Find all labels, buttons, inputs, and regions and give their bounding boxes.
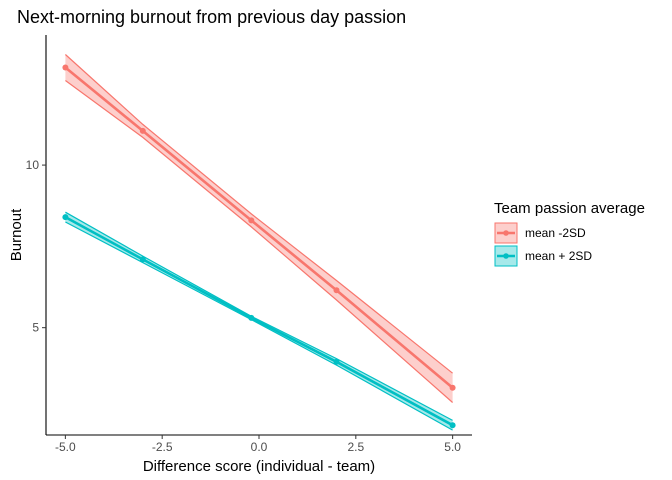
y-axis-ticks: 5 10 (26, 158, 46, 335)
chart-title: Next-morning burnout from previous day p… (17, 7, 406, 27)
point-mean-2sd (333, 358, 340, 365)
point-mean-2sd (139, 127, 146, 134)
point-mean-2sd (449, 422, 456, 429)
ci-lower-mean-2sd (65, 221, 453, 431)
point-mean-2sd (333, 287, 340, 294)
confidence-bands (64, 54, 453, 431)
point-mean-2sd (248, 217, 255, 224)
point-mean-2sd (139, 256, 146, 263)
point-mean-2sd (62, 214, 69, 221)
legend-label-mean-2sd: mean + 2SD (525, 249, 592, 263)
legend: Team passion average mean -2SD mean + 2SD (494, 200, 645, 267)
y-axis-title: Burnout (8, 208, 25, 261)
band-mean-2sd (65, 54, 453, 403)
x-tick-label: 0.0 (251, 440, 268, 454)
point-mean-2sd (248, 314, 255, 321)
legend-key-point (503, 253, 509, 259)
x-tick-label: -5.0 (55, 440, 76, 454)
point-mean-2sd (62, 64, 69, 71)
legend-key-point (503, 230, 509, 236)
x-axis-ticks: -5.0 -2.5 0.0 2.5 5.0 (55, 435, 461, 454)
plot-area (62, 54, 456, 431)
legend-label-mean-2sd: mean -2SD (525, 226, 586, 240)
legend-title: Team passion average (494, 200, 645, 217)
y-tick-label: 10 (26, 158, 40, 172)
x-axis-title: Difference score (individual - team) (143, 458, 375, 475)
y-tick-label: 5 (32, 321, 39, 335)
point-mean-2sd (449, 384, 456, 391)
ci-lower-mean-2sd (65, 80, 453, 403)
x-tick-label: 5.0 (444, 440, 461, 454)
x-tick-label: 2.5 (347, 440, 364, 454)
legend-item-mean-2sd: mean + 2SD (494, 245, 592, 267)
x-tick-label: -2.5 (152, 440, 173, 454)
ci-upper-mean-2sd (65, 211, 453, 421)
line-mean-2sd (64, 215, 454, 427)
legend-items: mean -2SD mean + 2SD (494, 222, 592, 267)
ci-upper-mean-2sd (64, 54, 453, 374)
series-points (62, 64, 456, 429)
legend-item-mean-2sd: mean -2SD (494, 222, 586, 244)
line-mean-2sd (64, 66, 454, 389)
